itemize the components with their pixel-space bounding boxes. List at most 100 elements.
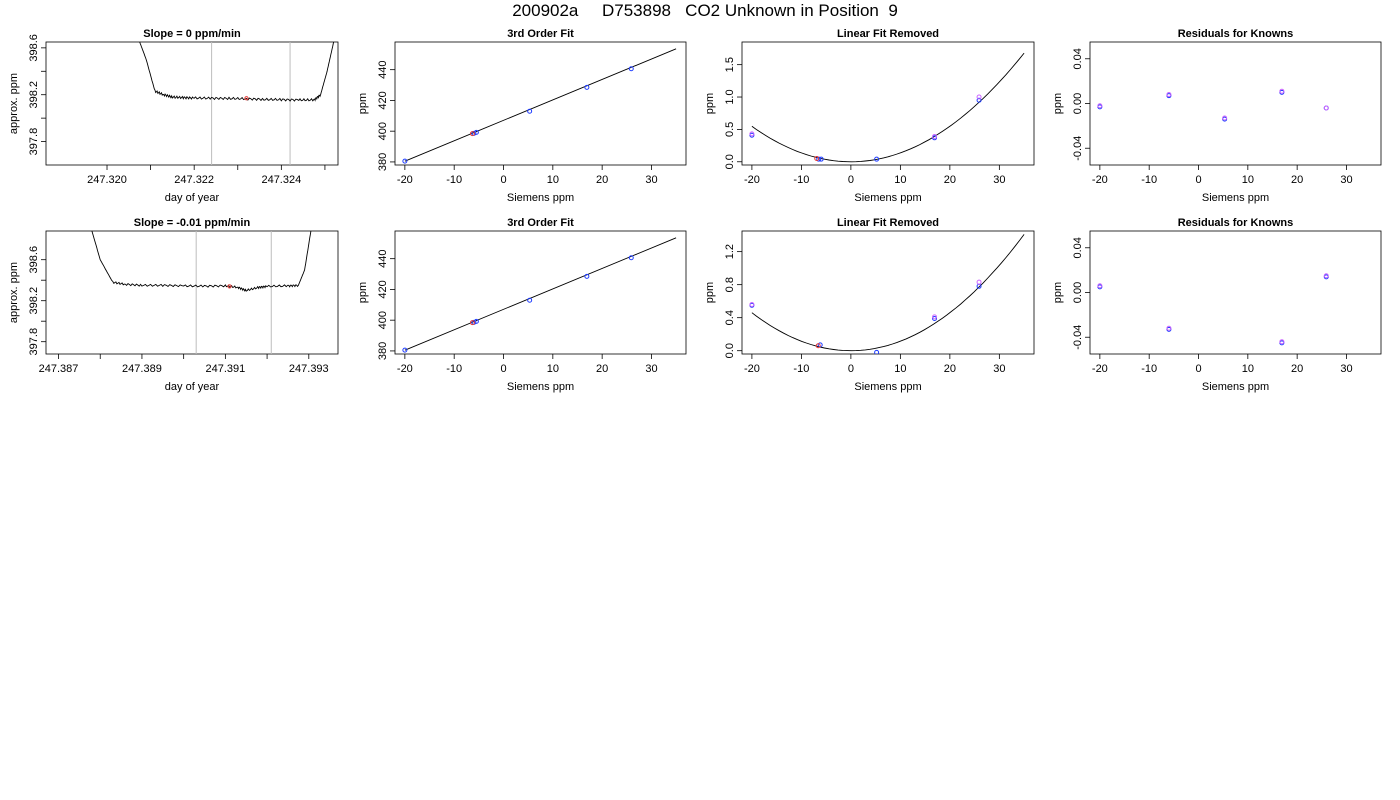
y-axis-label: ppm bbox=[704, 93, 716, 114]
y-axis-label: ppm bbox=[1052, 282, 1064, 303]
x-tick-label: -20 bbox=[744, 363, 760, 375]
y-tick-label: 0.0 bbox=[724, 154, 736, 169]
data-point bbox=[527, 297, 533, 303]
x-axis-label: Siemens ppm bbox=[1202, 192, 1269, 204]
x-tick-label: 0 bbox=[1195, 174, 1201, 186]
plot-area bbox=[91, 231, 312, 354]
x-axis-label: Siemens ppm bbox=[854, 192, 921, 204]
x-tick-label: 247.320 bbox=[87, 174, 127, 186]
plot-area bbox=[402, 48, 677, 164]
plot-frame bbox=[45, 230, 339, 355]
data-point bbox=[976, 279, 982, 285]
plot-frame bbox=[1089, 230, 1382, 355]
y-tick-label: 0.00 bbox=[1072, 93, 1084, 114]
data-point bbox=[976, 94, 982, 100]
panel-title: Slope = -0.01 ppm/min bbox=[134, 217, 251, 229]
y-tick-label: 440 bbox=[377, 60, 389, 78]
x-axis-label: Siemens ppm bbox=[507, 381, 574, 393]
x-tick-label: -10 bbox=[793, 363, 809, 375]
x-tick-label: 0 bbox=[848, 174, 854, 186]
y-tick-label: 398.2 bbox=[28, 287, 40, 315]
y-tick-label: 398.6 bbox=[28, 246, 40, 274]
data-point bbox=[469, 320, 475, 326]
x-tick-label: 0 bbox=[848, 363, 854, 375]
x-tick-label: 20 bbox=[944, 174, 956, 186]
data-point bbox=[1097, 283, 1103, 289]
x-tick-label: 247.391 bbox=[205, 363, 245, 375]
y-tick-label: 0.00 bbox=[1072, 282, 1084, 303]
plot-frame bbox=[394, 230, 687, 355]
figure-title: 200902a D753898 CO2 Unknown in Position … bbox=[512, 1, 898, 20]
y-axis-label: approx. ppm bbox=[8, 262, 20, 323]
data-point bbox=[402, 347, 408, 353]
x-tick-label: 20 bbox=[596, 363, 608, 375]
plot-area bbox=[402, 237, 677, 353]
data-point bbox=[749, 131, 755, 137]
y-tick-label: 1.2 bbox=[724, 244, 736, 259]
data-point bbox=[874, 156, 880, 162]
fit-curve bbox=[404, 48, 677, 162]
y-axis-label: approx. ppm bbox=[8, 73, 20, 134]
fit-curve bbox=[751, 52, 1025, 163]
y-tick-label: 380 bbox=[377, 153, 389, 171]
y-tick-label: 380 bbox=[377, 342, 389, 360]
data-point bbox=[402, 158, 408, 164]
x-tick-label: 30 bbox=[645, 174, 657, 186]
x-tick-label: -10 bbox=[1141, 174, 1157, 186]
panel-title: 3rd Order Fit bbox=[507, 217, 574, 229]
x-tick-label: 10 bbox=[547, 363, 559, 375]
data-point bbox=[584, 84, 590, 90]
x-tick-label: 0 bbox=[500, 174, 506, 186]
data-point bbox=[932, 134, 938, 140]
panel-title: Slope = 0 ppm/min bbox=[143, 28, 241, 40]
data-point bbox=[584, 273, 590, 279]
panel-1: Slope = 0 ppm/min 247.320 247.322 247.324 39… bbox=[8, 28, 339, 204]
x-tick-label: 10 bbox=[894, 174, 906, 186]
data-trace bbox=[91, 231, 312, 292]
data-point bbox=[818, 156, 824, 162]
panel-7: Linear Fit Removed -20 -10 0 10 20 30 0.0 0.4 0.8… bbox=[704, 217, 1035, 393]
x-tick-label: -20 bbox=[1092, 363, 1108, 375]
x-tick-label: -10 bbox=[1141, 363, 1157, 375]
x-tick-label: 247.389 bbox=[122, 363, 162, 375]
panel-5: Slope = -0.01 ppm/min 247.387 247.389 247.3… bbox=[8, 217, 339, 393]
data-point bbox=[227, 284, 232, 289]
data-point bbox=[469, 131, 475, 137]
x-tick-label: 10 bbox=[894, 363, 906, 375]
x-tick-label: 30 bbox=[1340, 363, 1352, 375]
y-tick-label: 0.04 bbox=[1072, 48, 1084, 69]
x-axis-label: Siemens ppm bbox=[854, 381, 921, 393]
panel-title: Linear Fit Removed bbox=[837, 28, 939, 40]
plot-frame bbox=[45, 41, 339, 166]
data-point bbox=[1323, 105, 1329, 111]
y-tick-label: 440 bbox=[377, 249, 389, 267]
plot-frame bbox=[741, 230, 1035, 355]
data-point bbox=[874, 349, 880, 354]
y-tick-label: 420 bbox=[377, 91, 389, 109]
y-tick-label: 400 bbox=[377, 311, 389, 329]
y-tick-label: 398.2 bbox=[28, 81, 40, 109]
data-point bbox=[244, 96, 249, 101]
x-tick-label: 247.387 bbox=[39, 363, 79, 375]
x-tick-label: 10 bbox=[1242, 174, 1254, 186]
x-axis-label: day of year bbox=[165, 381, 220, 393]
plot-area bbox=[749, 52, 1025, 163]
x-tick-label: 247.322 bbox=[174, 174, 214, 186]
x-tick-label: 10 bbox=[1242, 363, 1254, 375]
y-axis-label: ppm bbox=[357, 93, 369, 114]
plot-area bbox=[749, 234, 1025, 354]
x-axis-label: day of year bbox=[165, 192, 220, 204]
data-point bbox=[1166, 92, 1172, 98]
y-tick-label: 0.0 bbox=[724, 343, 736, 358]
x-tick-label: 0 bbox=[1195, 363, 1201, 375]
x-tick-label: 30 bbox=[645, 363, 657, 375]
y-tick-label: 420 bbox=[377, 280, 389, 298]
panel-title: Residuals for Knowns bbox=[1178, 28, 1294, 40]
data-point bbox=[749, 301, 755, 307]
panel-4: Residuals for Knowns -20 -10 0 10 20 30 -0.04 0.… bbox=[1052, 28, 1382, 204]
plot-frame bbox=[1089, 41, 1382, 166]
y-tick-label: 1.5 bbox=[724, 57, 736, 72]
data-point bbox=[1222, 115, 1228, 121]
panel-title: 3rd Order Fit bbox=[507, 28, 574, 40]
fit-curve bbox=[751, 234, 1025, 352]
